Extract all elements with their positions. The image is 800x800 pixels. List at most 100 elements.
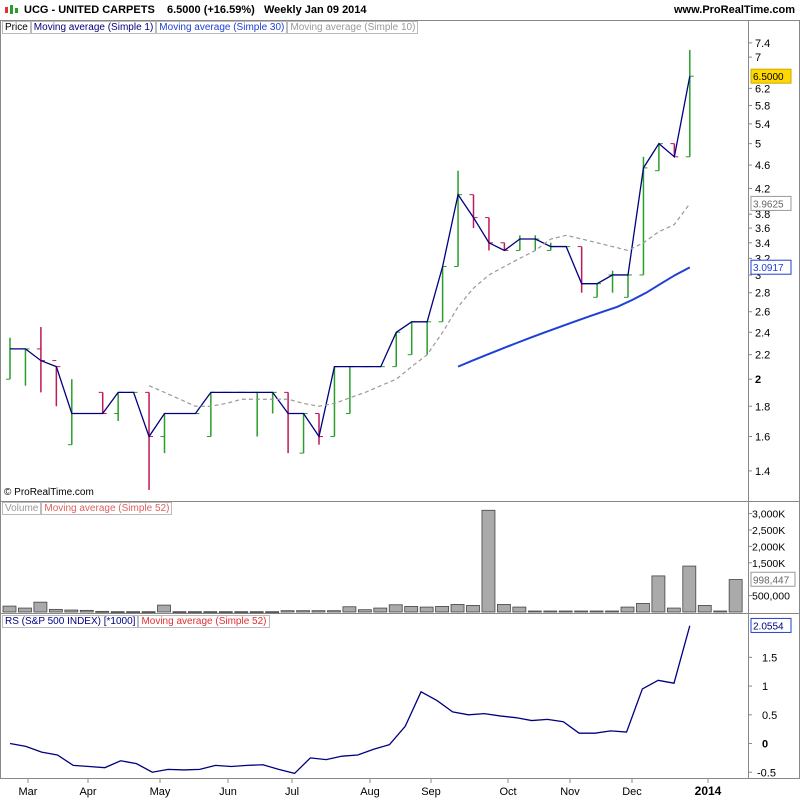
rs-badge-label: 2.0554 <box>753 621 784 632</box>
legend-rs-ma[interactable]: Moving average (Simple 52) <box>138 615 270 628</box>
volume-bar <box>636 603 650 613</box>
volume-bar <box>666 607 681 613</box>
price-badge <box>750 68 792 84</box>
volume-bar <box>172 611 187 614</box>
volume-tick-label: 2,000K <box>752 541 785 553</box>
rs-legend: RS (S&P 500 INDEX) [*1000] Moving averag… <box>2 615 270 628</box>
volume-bar <box>18 607 32 613</box>
price-tick-label: 1.8 <box>755 401 770 413</box>
price-tick-label: 4.6 <box>755 160 770 172</box>
volume-badge-label: 998,447 <box>753 575 790 586</box>
price-badge <box>750 195 792 211</box>
volume-bar <box>95 610 110 613</box>
period-date: Weekly Jan 09 2014 <box>264 4 367 16</box>
ma30-line <box>457 266 691 368</box>
volume-bar <box>311 610 326 613</box>
volume-bar <box>110 611 125 614</box>
legend-ma30[interactable]: Moving average (Simple 30) <box>156 21 288 34</box>
volume-tick-label: 2,500K <box>752 525 785 537</box>
x-tick-label: Jul <box>285 786 299 798</box>
volume-bar <box>543 610 558 613</box>
price-tick-label: 4.2 <box>755 183 770 195</box>
candlestick-icon <box>5 5 18 14</box>
price-tick-label: 2.6 <box>755 307 770 319</box>
price-tick-label: 7.4 <box>755 38 770 50</box>
x-tick-label: 2014 <box>695 784 722 798</box>
price-badge-label: 3.0917 <box>753 263 784 274</box>
volume-bar <box>327 610 341 613</box>
volume-bar <box>512 606 527 613</box>
rs-tick-label: 1 <box>762 681 768 693</box>
volume-bar <box>558 610 573 613</box>
volume-bar <box>342 606 357 613</box>
volume-bar <box>682 565 697 613</box>
price-tick-label: 3.8 <box>755 209 770 221</box>
legend-price[interactable]: Price <box>2 21 31 34</box>
volume-bar <box>234 611 249 614</box>
volume-bar <box>574 610 589 613</box>
rs-line <box>9 625 691 775</box>
site-link[interactable]: www.ProRealTime.com <box>674 4 796 16</box>
price-tick-label: 5.4 <box>755 119 770 131</box>
volume-bar <box>265 611 280 614</box>
price-tick-label: 3.4 <box>755 238 770 250</box>
volume-bar <box>605 610 619 613</box>
volume-bar <box>280 610 295 613</box>
volume-bar <box>404 606 419 613</box>
volume-tick-label: 3,000K <box>752 509 785 521</box>
rs-tick-label: 0 <box>762 739 768 751</box>
price-tick-label: 1.4 <box>755 466 770 478</box>
volume-bar <box>481 509 496 613</box>
volume-bar <box>620 606 635 613</box>
volume-bar <box>33 601 48 613</box>
volume-tick-label: 500,000 <box>752 591 790 603</box>
legend-volume[interactable]: Volume <box>2 502 42 515</box>
price-tick-label: 3 <box>755 270 761 282</box>
price-tick-label: 2.8 <box>755 288 770 300</box>
volume-bar <box>651 575 666 613</box>
price-tick-label: 1.6 <box>755 432 770 444</box>
price-tick-label: 2.4 <box>755 327 770 339</box>
volume-bar <box>218 611 233 614</box>
volume-bar <box>357 609 372 613</box>
x-tick-label: Sep <box>421 786 441 798</box>
x-tick-label: Dec <box>622 786 642 798</box>
price-tick-label: 2.2 <box>755 350 770 362</box>
x-tick-label: Apr <box>79 786 96 798</box>
legend-ma1[interactable]: Moving average (Simple 1) <box>30 21 157 34</box>
legend-rs[interactable]: RS (S&P 500 INDEX) [*1000] <box>2 615 139 628</box>
rs-badge <box>750 617 792 633</box>
price-change: 6.5000 (+16.59%) <box>167 4 255 16</box>
volume-bar <box>249 611 264 614</box>
legend-ma10[interactable]: Moving average (Simple 10) <box>287 21 419 34</box>
price-legend: Price Moving average (Simple 1) Moving a… <box>2 21 419 34</box>
rs-tick-label: 0.5 <box>762 710 777 722</box>
price-badge-label: 3.9625 <box>753 199 784 210</box>
volume-bar <box>48 608 63 613</box>
volume-bar <box>466 605 480 613</box>
price-badge-label: 6.5000 <box>753 72 784 83</box>
price-tick-label: 6.2 <box>755 83 770 95</box>
volume-bar <box>697 605 712 613</box>
volume-bar <box>203 611 218 614</box>
volume-bar <box>450 604 465 613</box>
volume-bar <box>728 579 743 613</box>
volume-bar <box>435 606 450 613</box>
symbol-title: UCG - UNITED CARPETS <box>24 4 155 16</box>
volume-bar <box>79 609 94 613</box>
volume-legend: Volume Moving average (Simple 52) <box>2 502 173 515</box>
volume-bar <box>187 611 202 614</box>
volume-bar <box>2 605 17 613</box>
volume-bar <box>373 607 388 613</box>
volume-badge <box>750 571 796 587</box>
legend-volume-ma[interactable]: Moving average (Simple 52) <box>41 502 173 515</box>
copyright-text: © ProRealTime.com <box>4 487 94 498</box>
chart-header: UCG - UNITED CARPETS 6.5000 (+16.59%) We… <box>0 0 800 20</box>
rs-tick-label: 1.5 <box>762 652 777 664</box>
x-tick-label: Mar <box>19 786 38 798</box>
volume-bar <box>64 609 79 613</box>
volume-bar <box>388 604 403 613</box>
price-tick-label: 2 <box>755 374 761 386</box>
price-tick-label: 5.8 <box>755 100 770 112</box>
